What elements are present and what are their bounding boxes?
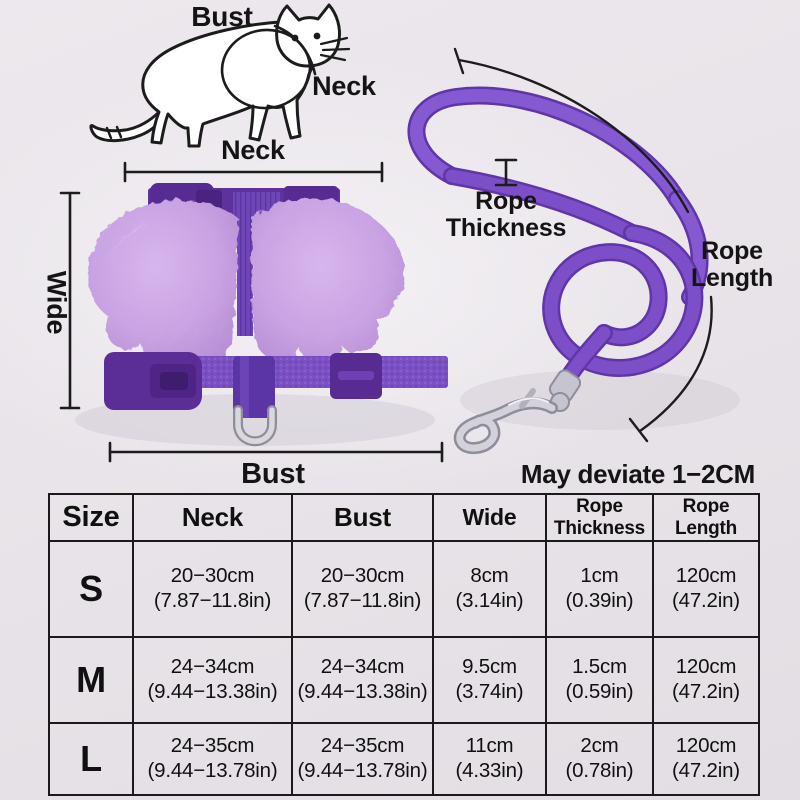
cell-rope-thickness: 1cm (0.39in) (545, 540, 654, 638)
cell-neck: 20−30cm (7.87−11.8in) (132, 540, 293, 638)
cell-wide: 11cm (4.33in) (432, 722, 547, 796)
cell-rope-length: 120cm (47.2in) (652, 540, 760, 638)
table-row-size-l: L 24−35cm (9.44−13.78in) 24−35cm (9.44−1… (48, 722, 760, 796)
right-wing (251, 198, 405, 367)
bust-strap-buckle (104, 352, 202, 410)
header-size: Size (48, 493, 134, 542)
harness-illustration (87, 183, 448, 447)
rope-length-arc (453, 47, 713, 443)
table-header-row: Size Neck Bust Wide Rope Thickness Rope … (48, 493, 760, 542)
cell-bust: 24−35cm (9.44−13.78in) (291, 722, 434, 796)
cell-bust: 20−30cm (7.87−11.8in) (291, 540, 434, 638)
cat-neck-band (273, 24, 317, 76)
size-label: M (48, 636, 134, 724)
cell-rope-length: 120cm (47.2in) (652, 722, 760, 796)
cat-bust-label: Bust (191, 1, 253, 32)
cell-bust: 24−34cm (9.44−13.38in) (291, 636, 434, 724)
cat-bust-loop (220, 28, 312, 110)
header-rope-thickness: Rope Thickness (545, 493, 654, 542)
left-wing (87, 199, 238, 367)
size-table: Size Neck Bust Wide Rope Thickness Rope … (48, 493, 760, 796)
cell-rope-length: 120cm (47.2in) (652, 636, 760, 724)
cat-illustration (89, 3, 351, 148)
header-neck: Neck (132, 493, 293, 542)
clasp-icon (453, 369, 582, 454)
cell-neck: 24−35cm (9.44−13.78in) (132, 722, 293, 796)
harness-bust-label: Bust (241, 458, 305, 490)
rope-thickness-measure (494, 158, 518, 187)
size-label: S (48, 540, 134, 638)
header-bust: Bust (291, 493, 434, 542)
size-label: L (48, 722, 134, 796)
header-wide: Wide (432, 493, 547, 542)
table-row-size-s: S 20−30cm (7.87−11.8in) 20−30cm (7.87−11… (48, 540, 760, 638)
bust-measure-line (108, 441, 444, 463)
cell-neck: 24−34cm (9.44−13.38in) (132, 636, 293, 724)
cat-whiskers (319, 36, 351, 62)
rope-length-label: Rope Length (690, 237, 774, 292)
harness-neck-label: Neck (221, 135, 285, 165)
header-rope-length: Rope Length (652, 493, 760, 542)
d-ring-icon (233, 405, 277, 447)
leash-handle-loop (407, 86, 686, 242)
angel-wings (87, 198, 405, 367)
cell-wide: 8cm (3.14in) (432, 540, 547, 638)
measurement-lines (59, 47, 713, 463)
harness-bust-strap (104, 352, 448, 418)
cell-rope-thickness: 1.5cm (0.59in) (545, 636, 654, 724)
cat-tail-stripes (105, 125, 123, 140)
cat-neck-label: Neck (312, 71, 376, 101)
neck-measure-line (123, 161, 384, 183)
wide-measure-line (59, 191, 81, 410)
cell-rope-thickness: 2cm (0.78in) (545, 722, 654, 796)
cell-wide: 9.5cm (3.74in) (432, 636, 547, 724)
cat-body-outline (141, 20, 316, 148)
leash-illustration (407, 86, 709, 454)
table-row-size-m: M 24−34cm (9.44−13.38in) 24−34cm (9.44−1… (48, 636, 760, 724)
harness-wide-label: Wide (41, 270, 72, 335)
rope-thickness-label: Rope Thickness (445, 187, 567, 242)
deviation-note: May deviate 1−2CM (520, 459, 755, 489)
harness-center-webbing (237, 196, 253, 336)
